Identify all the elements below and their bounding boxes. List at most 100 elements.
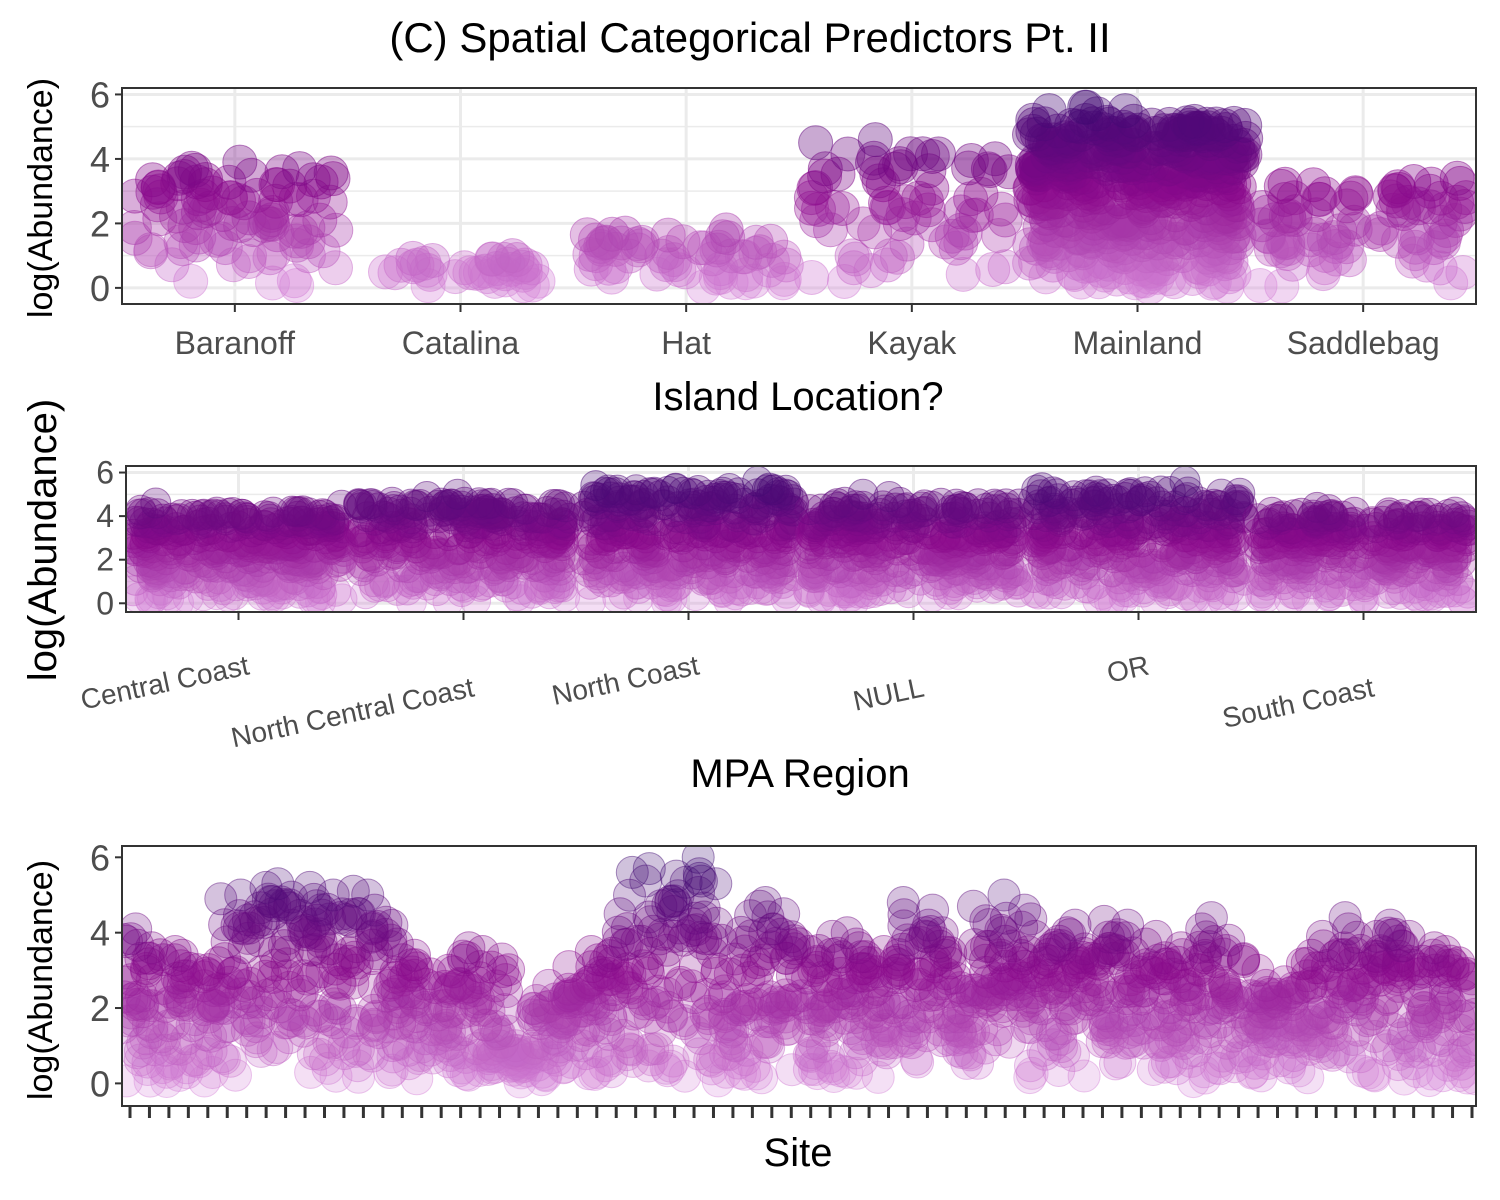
data-point-saddlebag [1267, 166, 1303, 202]
data-point-south-coast [1439, 496, 1471, 528]
data-point-catalina [486, 241, 522, 277]
panel1-x-axis-title: Island Location? [652, 375, 943, 419]
data-point-mainland [1189, 106, 1225, 142]
data-point-kayak [970, 151, 1006, 187]
data-point-site [122, 912, 153, 946]
data-point-central-coast [166, 499, 198, 531]
plot-frame [121, 87, 1477, 305]
data-point-hat [705, 219, 740, 255]
data-point-north-central-coast [376, 486, 408, 518]
panel1-y-axis-title: log(Abundance) [22, 78, 60, 318]
data-point-saddlebag [1301, 181, 1337, 217]
x-tick-label: Central Coast [78, 650, 252, 716]
y-tick-label: 0 [90, 268, 110, 309]
data-point-saddlebag [1320, 224, 1356, 260]
data-point-site [886, 886, 920, 919]
data-point-or [1169, 466, 1201, 497]
data-point-catalina [499, 242, 535, 277]
data-point-south-coast [1339, 496, 1370, 528]
data-point-catalina [383, 247, 419, 283]
data-point-south-coast [1301, 491, 1333, 523]
data-point-hat [594, 216, 630, 252]
data-point-site [632, 852, 666, 886]
data-point-kayak [877, 151, 913, 187]
data-point-north-coast [620, 474, 652, 506]
data-point-hat [738, 235, 774, 271]
data-point-baranoff [282, 151, 318, 187]
data-point-north-central-coast [442, 478, 474, 510]
data-point-site [1373, 908, 1407, 942]
data-point-north-central-coast [537, 489, 569, 520]
data-point-north-coast [580, 470, 612, 502]
data-point-north-central-coast [354, 488, 386, 520]
data-point-baranoff [122, 220, 153, 256]
data-point-saddlebag [1439, 160, 1475, 196]
data-point-central-coast [276, 495, 308, 527]
data-point-north-coast [660, 472, 692, 504]
data-point-saddlebag [1423, 222, 1459, 258]
data-point-site [987, 878, 1021, 912]
data-point-north-central-coast [541, 489, 573, 520]
data-point-baranoff [302, 202, 338, 238]
data-point-saddlebag [1331, 242, 1367, 278]
data-point-kayak [856, 140, 892, 176]
data-point-mainland [1079, 96, 1115, 132]
data-point-mainland [1132, 269, 1168, 304]
data-point-kayak [921, 136, 956, 172]
data-point-central-coast [292, 497, 324, 529]
data-point-null [847, 478, 879, 510]
data-point-site [1194, 901, 1228, 935]
data-point-mainland [1227, 107, 1263, 143]
data-point-baranoff [234, 157, 269, 193]
data-point-site [452, 931, 486, 965]
data-point-or [1224, 477, 1256, 509]
data-point-hat [766, 239, 802, 275]
data-point-central-coast [307, 498, 338, 530]
data-point-mainland [1216, 256, 1252, 292]
data-point-hat [656, 242, 692, 278]
data-point-site [830, 916, 864, 950]
data-point-catalina [493, 251, 529, 287]
data-point-baranoff [318, 250, 353, 286]
y-tick-label: 0 [96, 585, 114, 621]
y-tick-label: 4 [90, 913, 110, 954]
data-point-kayak [807, 151, 843, 187]
data-point-central-coast [126, 494, 157, 526]
data-point-north-central-coast [347, 524, 379, 556]
panel-site: 0 2 4 6 [90, 837, 1477, 1118]
data-point-saddlebag [1433, 265, 1469, 301]
data-point-south-coast [1256, 496, 1288, 528]
data-point-hat [754, 242, 790, 278]
data-point-north-central-coast [345, 555, 377, 587]
data-point-kayak [857, 122, 893, 158]
data-point-kayak [914, 170, 950, 206]
data-point-site [1328, 901, 1362, 935]
y-tick-label: 2 [96, 542, 114, 578]
data-point-central-coast [188, 498, 220, 530]
y-tick-label: 6 [96, 455, 114, 491]
data-point-hat [765, 265, 801, 301]
y-tick-label: 2 [90, 203, 110, 244]
data-point-catalina [447, 250, 482, 286]
data-point-null [990, 488, 1022, 520]
data-point-central-coast [140, 487, 172, 519]
data-point-baranoff [264, 154, 300, 190]
data-point-baranoff [315, 161, 351, 197]
data-point-hat [665, 224, 701, 260]
data-point-mainland [1016, 107, 1052, 142]
data-point-site [916, 893, 950, 927]
data-point-north-coast [713, 473, 745, 504]
data-point-north-central-coast [343, 488, 375, 520]
data-point-saddlebag [1263, 168, 1299, 204]
panel2-y-axis-title: log(Abundance) [21, 399, 65, 681]
data-point-catalina [395, 240, 431, 276]
data-point-hat [650, 217, 686, 253]
y-tick-label: 6 [90, 74, 110, 115]
data-point-saddlebag [1338, 176, 1374, 212]
data-point-south-coast [1373, 497, 1405, 529]
data-point-baranoff [174, 150, 210, 186]
data-point-baranoff [207, 230, 243, 266]
data-point-baranoff [249, 204, 284, 240]
